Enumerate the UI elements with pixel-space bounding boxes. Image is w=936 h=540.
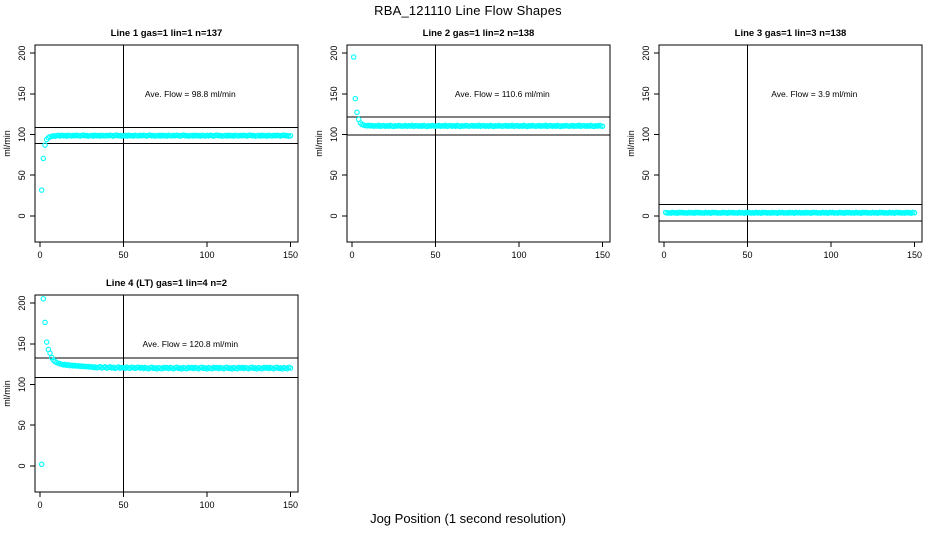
x-tick-label: 150 <box>595 250 610 260</box>
ave-flow-annotation: Ave. Flow = 3.9 ml/min <box>771 89 857 99</box>
x-axis: 0 50 100 150 <box>662 242 922 260</box>
data-point <box>350 54 357 60</box>
x-tick-label: 0 <box>662 250 667 260</box>
ave-flow-annotation: Ave. Flow = 98.8 ml/min <box>145 89 236 99</box>
y-tick-label: 0 <box>17 463 27 468</box>
x-tick-label: 0 <box>350 250 355 260</box>
x-axis: 0 50 100 150 <box>38 492 298 510</box>
data-point <box>40 155 47 162</box>
x-tick-label: 0 <box>38 500 43 510</box>
x-tick-label: 50 <box>118 250 128 260</box>
data-point <box>287 132 294 139</box>
scatter-points <box>662 209 918 216</box>
y-tick-label: 200 <box>329 46 339 61</box>
y-tick-label: 0 <box>329 213 339 218</box>
x-tick-label: 150 <box>283 250 298 260</box>
y-tick-label: 0 <box>641 213 651 218</box>
y-axis-title: ml/min <box>314 130 324 157</box>
data-point <box>38 461 45 468</box>
panel-title: Line 2 gas=1 lin=2 n=138 <box>423 28 535 39</box>
y-tick-label: 200 <box>17 46 27 61</box>
plot-title: RBA_121110 Line Flow Shapes <box>374 3 562 18</box>
x-tick-label: 50 <box>430 250 440 260</box>
y-tick-label: 50 <box>17 170 27 180</box>
y-tick-label: 100 <box>329 127 339 142</box>
panel-line-3: 0 50 100 150 0 50 100 150 200 ml/min Line 3 gas=1 … <box>624 18 936 268</box>
y-tick-label: 150 <box>17 86 27 101</box>
panel-svg: 0 50 100 150 0 50 100 150 200 ml/min Line 1 gas=1 … <box>2 28 299 260</box>
x-tick-label: 100 <box>511 250 526 260</box>
scatter-points <box>38 296 294 468</box>
scatter-points <box>38 132 294 193</box>
y-tick-label: 50 <box>641 170 651 180</box>
x-tick-label: 150 <box>907 250 922 260</box>
y-axis-title: ml/min <box>626 130 636 157</box>
x-tick-label: 100 <box>199 500 214 510</box>
data-point <box>47 350 53 356</box>
panel-title: Line 3 gas=1 lin=3 n=138 <box>735 28 847 39</box>
ave-flow-annotation: Ave. Flow = 110.6 ml/min <box>455 89 550 99</box>
y-axis: 0 50 100 150 200 <box>641 46 659 218</box>
panel-line-1: 0 50 100 150 0 50 100 150 200 ml/min Line 1 gas=1 … <box>0 18 312 268</box>
data-point <box>42 142 48 148</box>
panel-line-2: 0 50 100 150 0 50 100 150 200 ml/min Line 2 gas=1 … <box>312 18 624 268</box>
data-point <box>354 109 360 116</box>
y-tick-label: 200 <box>641 46 651 61</box>
x-axis: 0 50 100 150 <box>38 242 298 260</box>
y-axis: 0 50 100 150 200 <box>17 296 35 468</box>
x-axis-label: Jog Position (1 second resolution) <box>370 511 566 526</box>
panel-line-4: 0 50 100 150 0 50 100 150 200 ml/min Line 4 (LT) g… <box>0 268 312 518</box>
panel-svg: 0 50 100 150 0 50 100 150 200 ml/min Line 3 gas=1 … <box>626 28 923 260</box>
y-tick-label: 100 <box>641 127 651 142</box>
y-tick-label: 0 <box>17 213 27 218</box>
x-tick-label: 50 <box>118 500 128 510</box>
x-tick-label: 100 <box>823 250 838 260</box>
data-point <box>40 296 47 302</box>
y-tick-label: 100 <box>17 377 27 392</box>
panel-title: Line 1 gas=1 lin=1 n=137 <box>111 28 223 39</box>
panel-title: Line 4 (LT) gas=1 lin=4 n=2 <box>106 278 227 289</box>
panel-svg: 0 50 100 150 0 50 100 150 200 ml/min Line 4 (LT) g… <box>2 278 299 510</box>
data-point <box>599 123 606 129</box>
panel-svg: 0 50 100 150 0 50 100 150 200 ml/min Line 2 gas=1 … <box>314 28 611 260</box>
x-axis: 0 50 100 150 <box>350 242 610 260</box>
scatter-points <box>350 54 606 130</box>
x-tick-label: 0 <box>38 250 43 260</box>
data-point <box>38 187 45 193</box>
y-tick-label: 150 <box>329 86 339 101</box>
plot-box <box>34 44 299 243</box>
x-tick-label: 100 <box>199 250 214 260</box>
ave-flow-annotation: Ave. Flow = 120.8 ml/min <box>143 339 239 349</box>
y-tick-label: 150 <box>17 336 27 351</box>
y-axis: 0 50 100 150 200 <box>329 46 347 218</box>
y-tick-label: 150 <box>641 86 651 101</box>
y-axis: 0 50 100 150 200 <box>17 46 35 218</box>
y-axis-title: ml/min <box>2 130 12 157</box>
data-point <box>911 210 918 216</box>
plot-box <box>346 44 611 243</box>
plot-box <box>658 44 923 243</box>
x-tick-label: 50 <box>742 250 752 260</box>
data-point <box>287 365 294 371</box>
y-tick-label: 100 <box>17 127 27 142</box>
y-tick-label: 50 <box>17 420 27 430</box>
y-tick-label: 200 <box>17 296 27 311</box>
plot-box <box>34 294 299 493</box>
y-axis-title: ml/min <box>2 380 12 407</box>
y-tick-label: 50 <box>329 170 339 180</box>
data-point <box>42 319 48 326</box>
x-tick-label: 150 <box>283 500 298 510</box>
data-point <box>43 339 50 345</box>
data-point <box>352 95 359 102</box>
